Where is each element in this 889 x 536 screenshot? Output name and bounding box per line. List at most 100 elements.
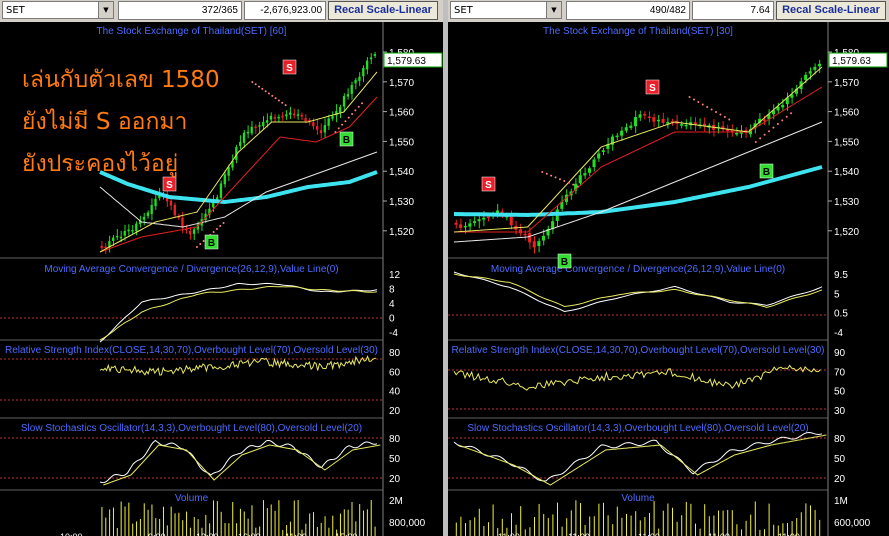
candle	[277, 116, 280, 119]
sar-dot	[563, 180, 566, 182]
candle	[730, 130, 734, 133]
sar-dot	[271, 94, 274, 97]
chart-canvas-right[interactable]: The Stock Exchange of Thailand(SET) [30]…	[448, 22, 889, 536]
rsi-axis-label: 50	[834, 387, 846, 398]
volume-bar	[313, 512, 315, 536]
candle	[762, 119, 766, 122]
candle	[100, 245, 103, 248]
volume-bar	[159, 518, 161, 536]
volume-bar	[220, 511, 222, 536]
candle	[181, 217, 184, 228]
sar-dot	[545, 172, 548, 175]
sar-dot	[222, 222, 225, 224]
ma-long-line	[453, 165, 823, 218]
candle	[804, 74, 808, 81]
volume-bar	[474, 517, 476, 536]
rsi-title: Relative Strength Index(CLOSE,14,30,70),…	[5, 345, 378, 356]
dropdown-arrow-icon[interactable]: ▼	[546, 2, 561, 18]
candle	[656, 119, 660, 122]
toolbar-right: SET ▼ 490/482 7.64 Recal Scale-Linear	[448, 0, 889, 22]
panel-divider[interactable]	[443, 0, 448, 536]
candle	[339, 107, 342, 113]
volume-bar	[332, 515, 334, 536]
volume-bar	[658, 528, 660, 536]
volume-bar	[722, 510, 724, 536]
signal-marker	[204, 234, 219, 250]
volume-bar	[768, 503, 770, 536]
rsi-axis-label: 20	[389, 406, 401, 417]
volume-bar	[773, 524, 775, 536]
signal-marker-label: B	[208, 238, 215, 249]
candle	[679, 124, 683, 126]
volume-bar	[800, 512, 802, 536]
volume-bar	[612, 524, 614, 536]
volume-bar	[547, 518, 549, 536]
volume-bar	[593, 516, 595, 536]
symbol-select-left[interactable]: SET ▼	[2, 1, 114, 19]
candle	[560, 201, 564, 209]
sar-dot	[719, 113, 722, 116]
volume-bar	[201, 527, 203, 536]
signal-marker	[481, 176, 496, 192]
candle	[551, 221, 555, 230]
candle	[281, 115, 284, 118]
volume-bar	[366, 509, 368, 536]
macd-line	[453, 271, 823, 313]
candle	[721, 126, 725, 130]
rsi-line	[453, 364, 821, 391]
symbol-select-right[interactable]: SET ▼	[450, 1, 562, 19]
candle	[235, 147, 238, 160]
volume-bar	[589, 516, 591, 536]
candle	[262, 121, 265, 127]
candle	[693, 122, 697, 125]
ma-long-line	[99, 170, 378, 205]
recal-scale-button[interactable]: Recal Scale-Linear	[328, 1, 438, 20]
value-field: 7.64	[692, 1, 774, 20]
dropdown-arrow-icon[interactable]: ▼	[98, 2, 113, 18]
time-label: 11:00	[778, 532, 800, 536]
volume-bar	[263, 500, 265, 536]
volume-bar	[695, 523, 696, 536]
volume-bar	[478, 508, 480, 536]
volume-bar	[355, 521, 357, 536]
volume-bar	[534, 517, 535, 536]
candle	[219, 183, 223, 198]
sar-dot	[215, 228, 218, 230]
candle	[767, 114, 771, 120]
volume-bar	[186, 511, 188, 536]
candle	[258, 125, 261, 127]
candle	[509, 215, 513, 226]
sar-dot	[776, 123, 779, 125]
volume-axis-label: 1M	[834, 496, 848, 507]
rsi-axis-label: 60	[389, 367, 401, 378]
volume-bar	[791, 521, 793, 536]
volume-bar	[305, 523, 307, 536]
candle	[633, 117, 637, 127]
volume-bar	[289, 521, 291, 536]
ma-red-line	[454, 86, 823, 233]
volume-bar	[212, 500, 214, 536]
price-axis-label: 1,550	[834, 137, 859, 148]
volume-bar	[209, 523, 211, 536]
recal-scale-button[interactable]: Recal Scale-Linear	[776, 1, 886, 20]
ma-red-line	[99, 96, 378, 253]
volume-bar	[278, 500, 280, 536]
sar-dot	[219, 225, 222, 227]
volume-bar	[455, 522, 457, 536]
time-label: 11:00	[285, 532, 307, 536]
candle	[781, 105, 785, 108]
volume-bar	[139, 518, 141, 536]
candle	[817, 63, 821, 67]
sar-dot	[768, 130, 771, 133]
volume-bar	[166, 525, 168, 536]
ma-mid-line	[99, 151, 378, 228]
chart-canvas-left[interactable]: The Stock Exchange of Thailand(SET) [60]…	[0, 22, 443, 536]
candle	[188, 230, 192, 235]
volume-bar	[132, 523, 134, 536]
sar-dot	[267, 92, 270, 95]
candle	[587, 168, 591, 173]
candle	[592, 159, 596, 168]
volume-bar	[266, 508, 268, 536]
volume-bar	[543, 514, 545, 536]
sar-dot	[550, 174, 553, 177]
